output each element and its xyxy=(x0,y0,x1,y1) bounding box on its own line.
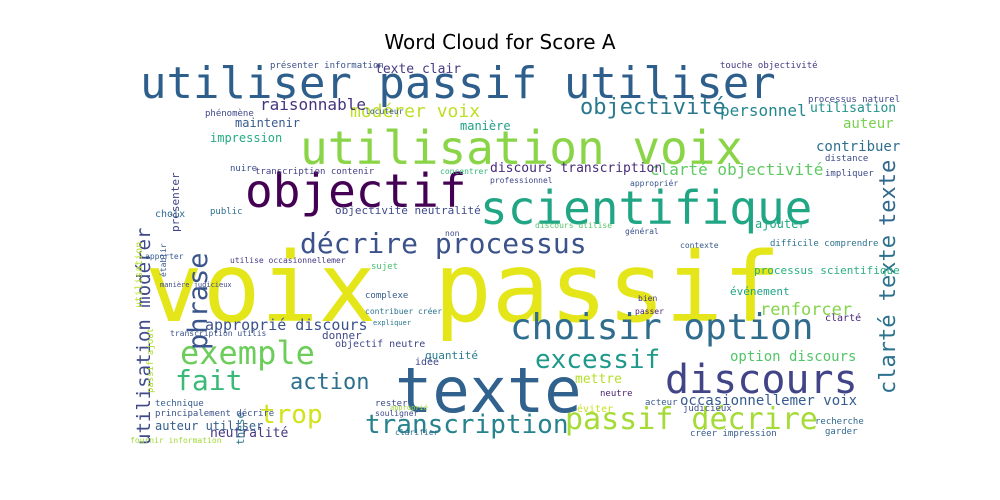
word: utilisation xyxy=(810,101,897,116)
word: principalement décrire xyxy=(155,409,275,419)
word: passif ajout xyxy=(146,327,156,393)
word: phénomène xyxy=(205,109,254,119)
word: discours utilise xyxy=(535,221,613,230)
word: ajouter xyxy=(755,217,806,231)
word: utilise occasionnellemer xyxy=(230,256,346,265)
word: choix xyxy=(155,209,186,220)
word: distance xyxy=(825,154,869,164)
word: passer xyxy=(635,307,664,316)
word: professionnel xyxy=(490,176,553,185)
word: difficile comprendre xyxy=(770,239,879,249)
word: objectivité xyxy=(580,95,726,120)
word: objectivité neutralité xyxy=(335,204,481,217)
word: neutralité xyxy=(210,426,289,441)
word: appropriér xyxy=(630,179,679,188)
word: transcription xyxy=(365,410,569,440)
word: processus scientifique xyxy=(754,264,900,277)
word: occasionnellemer voix xyxy=(680,393,858,409)
word: modérer voix xyxy=(350,101,481,122)
word: contexte xyxy=(680,241,719,250)
word: texte clair xyxy=(375,62,462,77)
word: contribuer xyxy=(816,139,900,155)
word: option discours xyxy=(730,349,857,365)
word: voix passif xyxy=(145,232,781,344)
word: exemple xyxy=(180,334,315,372)
word: passif décrire xyxy=(565,402,818,437)
word: manière judicieux xyxy=(160,281,232,289)
word: présenter information xyxy=(270,61,384,71)
word: texte xyxy=(395,354,582,427)
word: discours transcription xyxy=(490,161,663,176)
word: événement xyxy=(730,285,790,298)
word-cloud: voix passif texte utiliser passif utiliser… xyxy=(125,60,900,445)
word: présenter xyxy=(169,172,182,232)
word: discours xyxy=(665,357,858,403)
word: donner xyxy=(322,329,362,342)
word: texte xyxy=(876,159,900,226)
word: locuteur xyxy=(365,107,404,116)
word: non xyxy=(445,229,460,238)
word: action xyxy=(290,370,370,395)
word: fait xyxy=(175,364,243,397)
word: contribuer créer xyxy=(365,307,443,316)
word: garder xyxy=(825,427,858,437)
word: quantité xyxy=(425,349,478,362)
word: fournir information xyxy=(130,436,222,445)
word: rester xyxy=(375,399,408,409)
word: éviter xyxy=(577,404,614,415)
word: trop xyxy=(260,400,323,430)
word: excessif xyxy=(535,345,661,375)
chart-title: Word Cloud for Score A xyxy=(384,30,616,54)
word: impliquer xyxy=(825,169,874,179)
word: objectif xyxy=(245,164,467,218)
word: technique xyxy=(155,399,204,409)
word: approprié discours xyxy=(205,316,368,334)
word: scientifique xyxy=(480,181,813,235)
word: nuire xyxy=(230,164,258,174)
word: utilisation voix xyxy=(300,121,744,175)
word: choisir option xyxy=(510,307,814,348)
word: décrire processus xyxy=(300,227,587,260)
word: judicieux xyxy=(683,404,732,414)
word: clarté texte xyxy=(876,235,900,394)
word: apporter xyxy=(145,252,184,261)
word: souligner xyxy=(375,409,419,418)
word: neutre xyxy=(600,389,633,399)
word: maintenir xyxy=(235,116,301,130)
word: utilisation xyxy=(134,241,145,308)
word: objectif neutre xyxy=(335,339,426,350)
word: idée xyxy=(415,357,440,368)
word: touche objectivité xyxy=(720,61,818,71)
word: sujet xyxy=(371,262,399,272)
word: acteur xyxy=(645,398,678,408)
word: créer impression xyxy=(690,429,777,439)
word: utiliser passif utiliser xyxy=(140,60,776,109)
word: bien xyxy=(638,294,658,303)
word: complexe xyxy=(365,291,409,301)
word: mettre xyxy=(575,372,622,387)
word: personnel xyxy=(720,101,807,120)
word: expliquer xyxy=(373,319,411,327)
word: renforcer xyxy=(760,300,853,320)
word: auteur utiliser xyxy=(155,419,264,433)
word: manière xyxy=(460,119,511,133)
word: public xyxy=(210,207,243,217)
word: processus naturel xyxy=(808,95,900,105)
word: clarté objectivité xyxy=(650,160,824,179)
word: recherche xyxy=(815,417,864,427)
word: concentrer xyxy=(440,167,489,176)
word: transcription utilis xyxy=(170,329,267,338)
word: auteur xyxy=(843,116,894,132)
word: impression xyxy=(210,131,283,145)
word: transcription contenir xyxy=(255,167,375,177)
word: clarté xyxy=(825,313,862,324)
word: clarifier xyxy=(395,428,439,437)
word: raisonnable xyxy=(260,95,366,114)
word: général xyxy=(625,227,659,236)
word: approprié xyxy=(390,404,428,412)
